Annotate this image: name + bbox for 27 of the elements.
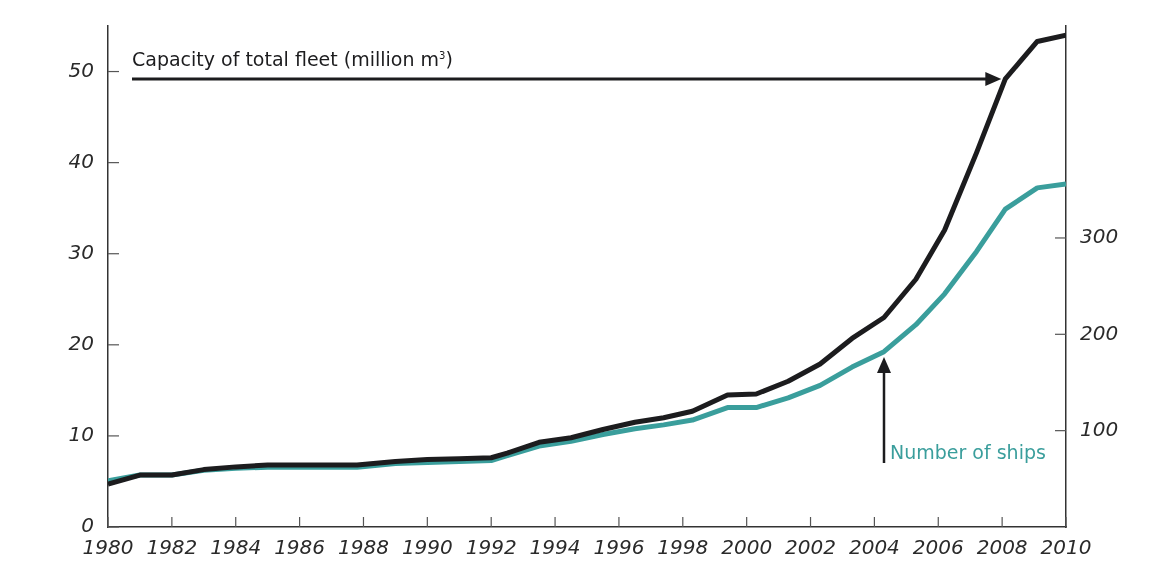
x-tick-label: 2000	[721, 535, 773, 560]
x-tick-label: 1998	[657, 535, 709, 560]
text: Capacity of total fleet (million m$^{3}$)	[132, 47, 453, 70]
x-tick-label: 1980	[82, 535, 134, 560]
y2-tick-label: 200	[1080, 320, 1119, 345]
x-tick-label: 2008	[976, 535, 1028, 560]
x-tick-label: 1986	[274, 535, 326, 560]
x-tick-label: 1984	[210, 535, 262, 560]
x-tick-label: 1994	[529, 535, 581, 560]
y-tick-label: 0	[81, 513, 94, 538]
x-tick-label: 1988	[338, 535, 389, 560]
x-tick-label: 1990	[401, 535, 453, 560]
y-tick-label: 50	[68, 57, 94, 82]
x-tick-label: 1996	[593, 535, 645, 560]
x-tick-label: 2010	[1040, 535, 1092, 560]
y2-tick-label: 300	[1080, 224, 1119, 249]
y-tick-label: 30	[68, 239, 94, 264]
x-tick-label: 2006	[912, 535, 964, 560]
x-tick-label: 2004	[848, 535, 900, 560]
y-tick-label: 40	[68, 148, 94, 173]
y-tick-label: 10	[68, 422, 94, 447]
y-tick-label: 20	[68, 331, 94, 356]
x-tick-label: 1982	[146, 535, 198, 560]
x-tick-label: 1992	[465, 535, 517, 560]
y2-tick-label: 100	[1080, 416, 1119, 441]
x-tick-label: 2002	[785, 535, 836, 560]
text: Number of ships	[889, 440, 1046, 463]
